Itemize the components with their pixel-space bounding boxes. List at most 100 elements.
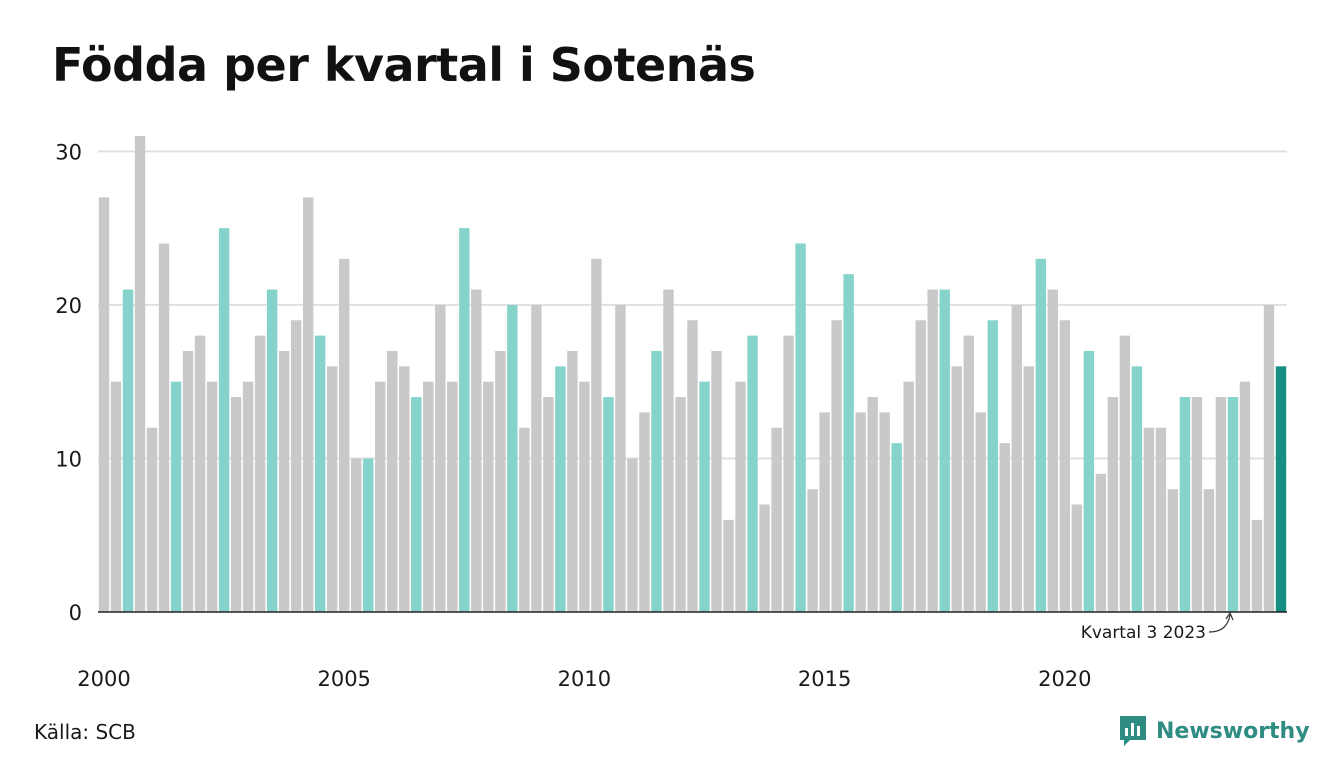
bar	[1047, 289, 1059, 612]
bar	[615, 304, 626, 612]
bar	[423, 381, 434, 612]
bar	[363, 458, 374, 612]
bar	[927, 289, 938, 612]
bar	[843, 274, 854, 612]
bar	[182, 350, 194, 612]
bar	[290, 320, 302, 612]
bar	[1107, 397, 1119, 612]
bar	[206, 381, 218, 612]
annotation-arrow	[1208, 614, 1231, 633]
bar	[867, 397, 878, 612]
x-axis-labels: 2000 2005 2010 2015 2020	[77, 667, 1091, 691]
bar	[567, 350, 578, 612]
bar	[1095, 473, 1107, 612]
y-tick-label: 10	[55, 447, 82, 471]
bar	[555, 366, 566, 612]
bar	[627, 458, 638, 612]
bar	[987, 320, 998, 612]
bar	[242, 381, 254, 612]
bar	[903, 381, 914, 612]
bar	[471, 289, 482, 612]
bar	[254, 335, 266, 612]
bar	[963, 335, 974, 612]
newsworthy-logo-icon	[1120, 716, 1146, 746]
brand-logo: Newsworthy	[1118, 714, 1310, 748]
bar	[711, 350, 722, 612]
x-tick-label: 2015	[798, 667, 851, 691]
bar	[1239, 381, 1251, 612]
bar	[483, 381, 494, 612]
bar	[1119, 335, 1131, 612]
bar	[699, 381, 710, 612]
bar	[1167, 489, 1179, 612]
bar	[543, 397, 554, 612]
bar	[194, 335, 206, 612]
bar	[1083, 350, 1095, 612]
bar	[1023, 366, 1034, 612]
bar	[1263, 304, 1275, 612]
bar	[999, 443, 1010, 612]
bar	[591, 258, 602, 612]
bar	[639, 412, 650, 612]
bar	[1203, 489, 1215, 612]
bar	[939, 289, 950, 612]
bar	[723, 519, 734, 612]
bar	[158, 243, 170, 613]
bar	[110, 381, 122, 612]
bar	[687, 320, 698, 612]
bar	[531, 304, 542, 612]
bar	[134, 136, 146, 612]
bar	[218, 228, 230, 612]
bar	[915, 320, 926, 612]
bar	[435, 304, 446, 612]
bar	[1215, 397, 1227, 612]
bar	[759, 504, 770, 612]
bar	[459, 228, 470, 612]
bar	[1059, 320, 1071, 612]
bar	[831, 320, 842, 612]
bar	[278, 350, 290, 612]
bar	[747, 335, 758, 612]
bar	[447, 381, 458, 612]
bar	[1227, 397, 1239, 612]
bar	[1143, 427, 1155, 612]
bar	[663, 289, 674, 612]
bar	[495, 350, 506, 612]
y-axis-labels: 0 10 20 30	[55, 140, 82, 625]
x-tick-label: 2010	[558, 667, 611, 691]
bar	[1275, 366, 1287, 612]
bar	[891, 443, 902, 612]
bar	[651, 350, 662, 612]
x-tick-label: 2005	[317, 667, 370, 691]
bar	[1131, 366, 1143, 612]
bar	[735, 381, 746, 612]
bar	[1071, 504, 1083, 612]
bar	[170, 381, 182, 612]
annotation-arrowhead	[1225, 611, 1234, 621]
x-tick-label: 2000	[77, 667, 130, 691]
bar	[519, 427, 530, 612]
bar	[266, 289, 278, 612]
bar	[1191, 397, 1203, 612]
bar	[387, 350, 398, 612]
bar	[507, 304, 518, 612]
bar	[795, 243, 806, 613]
bar	[230, 397, 242, 612]
bar	[1251, 519, 1263, 612]
y-tick-label: 0	[69, 601, 82, 625]
bar	[771, 427, 782, 612]
bar	[975, 412, 986, 612]
bar	[783, 335, 794, 612]
bar	[98, 197, 110, 613]
chart-title: Födda per kvartal i Sotenäs	[52, 38, 756, 92]
bar	[146, 427, 158, 612]
bar	[807, 489, 818, 612]
bar	[579, 381, 590, 612]
brand-name: Newsworthy	[1156, 718, 1310, 744]
annotation-label: Kvartal 3 2023	[1081, 623, 1206, 643]
bar	[314, 335, 326, 612]
bar	[675, 397, 686, 612]
x-tick-label: 2020	[1038, 667, 1091, 691]
bars	[98, 136, 1287, 613]
